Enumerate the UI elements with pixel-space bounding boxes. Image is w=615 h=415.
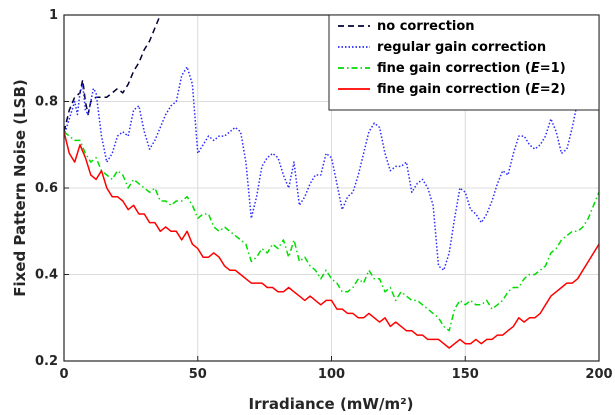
legend-label-part: E [531,82,540,97]
y-axis-label: Fixed Pattern Noise (LSB) [11,79,29,297]
legend-label-part: E [531,61,540,76]
legend: no correction regular gain correction fine… [328,14,600,111]
y-axis: 0.2 0.4 0.6 0.8 1 [35,8,69,369]
legend-label-part: fine gain correction ( [377,82,531,97]
legend-label-2: regular gain correction [377,40,546,55]
x-tick-label: 150 [452,367,479,382]
series-group [64,15,599,349]
x-axis: 0 50 100 150 200 [59,356,613,382]
x-tick-label: 50 [189,367,207,382]
legend-label-3: fine gain correction (E=1) [377,61,566,76]
y-tick-label: 0.8 [35,95,58,110]
legend-label-4: fine gain correction (E=2) [377,82,566,97]
series-line-4 [64,131,599,349]
legend-label-part: fine gain correction ( [377,61,531,76]
series-line-3 [64,131,599,332]
y-tick-label: 0.2 [35,354,58,369]
legend-box [328,14,600,111]
legend-label-part: no correction [377,19,475,34]
x-tick-label: 100 [318,367,345,382]
legend-label-part: =2) [540,82,566,97]
x-tick-label: 0 [59,367,68,382]
series-line-2 [64,66,599,271]
y-tick-label: 0.6 [35,181,58,196]
series-line-1 [64,15,161,132]
legend-label-1: no correction [377,19,475,34]
x-tick-label: 200 [585,367,612,382]
legend-label-part: =1) [540,61,566,76]
y-tick-label: 1 [49,8,58,23]
x-axis-label: Irradiance (mW/m²) [248,395,413,413]
legend-label-part: regular gain correction [377,40,546,55]
y-tick-label: 0.4 [35,268,58,283]
